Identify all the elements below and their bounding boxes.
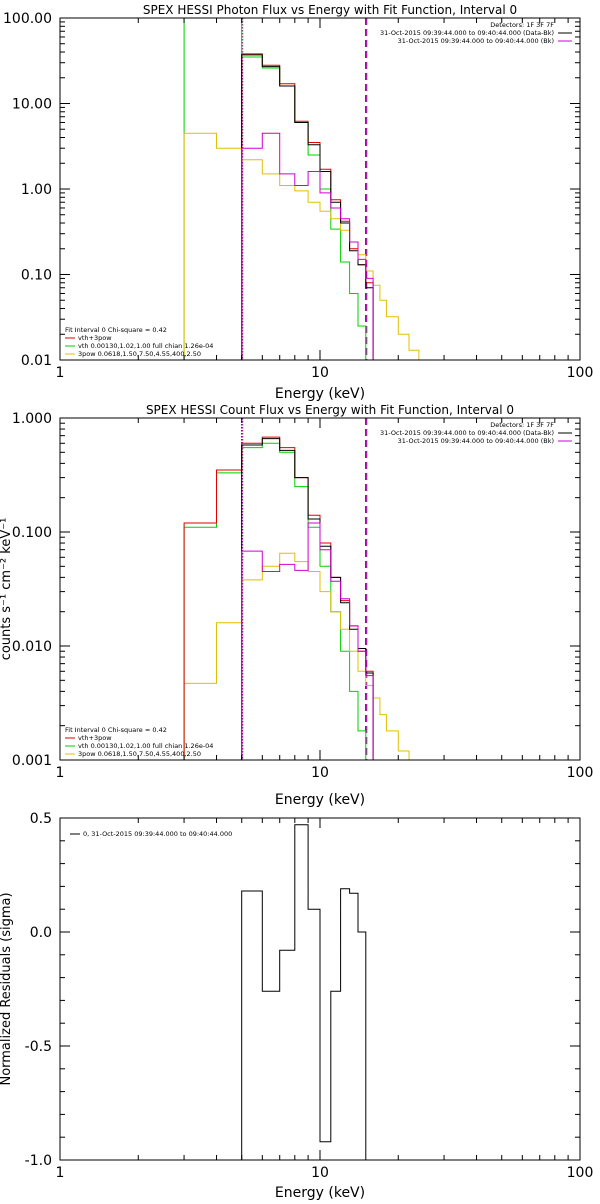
legend-entry: vth+3pow — [78, 734, 112, 742]
y-tick-label: 0.0 — [30, 925, 52, 941]
photon-flux-panel: SPEX HESSI Photon Flux vs Energy with Fi… — [3, 3, 593, 402]
plot-marks — [183, 418, 419, 761]
y-tick-label: -0.5 — [25, 1039, 52, 1055]
x-axis-label: Energy (keV) — [275, 792, 365, 808]
legend-entry: 31-Oct-2015 09:39:44.000 to 09:40:44.000… — [398, 437, 554, 445]
axis-ticks: 1 10 100 0.001 0.010 0.100 1.000 — [12, 411, 593, 781]
legend-left: Fit Interval 0 Chi-square = 0.42vth+3pow… — [65, 726, 213, 758]
series-step-line — [241, 522, 374, 760]
legend-entry: 3pow 0.0618,1.50,7.50,4.55,400,2.50 — [78, 750, 201, 758]
x-tick-label: 10 — [311, 1165, 329, 1181]
series-step-line — [183, 17, 374, 361]
axis-ticks: 1 10 100 -1.0 -0.5 0.0 0.5 — [25, 811, 594, 1181]
y-tick-label: 10.00 — [12, 97, 52, 113]
y-tick-label: 0.01 — [21, 353, 52, 369]
y-axis-label: counts s⁻¹ cm⁻² keV⁻¹ — [0, 518, 14, 661]
legend-entry: vth 0.00130,1.02,1.00 full chian 1.26e-0… — [78, 342, 213, 350]
y-tick-label: 0.5 — [30, 811, 52, 827]
x-tick-label: 100 — [567, 765, 594, 781]
y-axis-label: Normalized Residuals (sigma) — [0, 892, 14, 1085]
series-step-line — [183, 132, 420, 360]
y-tick-label: -1.0 — [25, 1153, 52, 1169]
axis-ticks: 1 10 100 0.01 0.10 1.00 10.00 100.00 — [3, 11, 593, 381]
series-step-line — [241, 53, 374, 360]
series-step-line — [241, 54, 374, 360]
x-tick-label: 1 — [56, 365, 65, 381]
legend-entry: 3pow 0.0618,1.50,7.50,4.55,400,2.50 — [78, 350, 201, 358]
x-tick-label: 100 — [567, 365, 594, 381]
y-tick-label: 0.10 — [21, 268, 52, 284]
series-step-line — [241, 132, 374, 360]
x-axis-label: Energy (keV) — [275, 1185, 365, 1200]
legend: 0, 31-Oct-2015 09:39:44.000 to 09:40:44.… — [70, 830, 232, 838]
series-step-line — [241, 438, 374, 760]
panel-title: SPEX HESSI Photon Flux vs Energy with Fi… — [143, 3, 517, 17]
panel-title: SPEX HESSI Count Flux vs Energy with Fit… — [146, 403, 514, 417]
legend-left: Fit Interval 0 Chi-square = 0.42vth+3pow… — [65, 326, 213, 358]
legend-entry: vth+3pow — [78, 334, 112, 342]
legend-entry: Fit Interval 0 Chi-square = 0.42 — [65, 326, 167, 334]
legend-entry: vth 0.00130,1.02,1.00 full chian 1.26e-0… — [78, 742, 213, 750]
legend-entry: 31-Oct-2015 09:39:44.000 to 09:40:44.000… — [380, 29, 554, 37]
y-tick-label: 1.000 — [12, 411, 52, 427]
y-tick-label: 1.00 — [21, 182, 52, 198]
x-tick-label: 1 — [56, 765, 65, 781]
legend-entry: 31-Oct-2015 09:39:44.000 to 09:40:44.000… — [398, 37, 554, 45]
x-axis-label: Energy (keV) — [275, 386, 365, 402]
x-tick-label: 100 — [567, 1165, 594, 1181]
y-tick-label: 0.010 — [12, 639, 52, 655]
count-flux-panel: SPEX HESSI Count Flux vs Energy with Fit… — [0, 403, 593, 808]
plot-marks — [241, 824, 367, 1160]
y-tick-label: 0.001 — [12, 753, 52, 769]
y-tick-label: 100.00 — [3, 11, 52, 27]
legend-entry: Fit Interval 0 Chi-square = 0.42 — [65, 726, 167, 734]
x-tick-label: 10 — [311, 365, 329, 381]
series-step-line — [241, 824, 367, 1160]
legend-entry: Detectors: 1F 3F 7F — [490, 21, 554, 29]
x-tick-label: 10 — [311, 765, 329, 781]
residuals-panel: 1 10 100 -1.0 -0.5 0.0 0.5 Energy (keV) Normal… — [0, 811, 594, 1201]
series-step-line — [183, 442, 374, 761]
x-tick-label: 1 — [56, 1165, 65, 1181]
legend-entry: Detectors: 1F 3F 7F — [490, 421, 554, 429]
legend-entry: 31-Oct-2015 09:39:44.000 to 09:40:44.000… — [380, 429, 554, 437]
y-tick-label: 0.100 — [12, 525, 52, 541]
legend-entry: 0, 31-Oct-2015 09:39:44.000 to 09:40:44.… — [83, 830, 232, 838]
series-step-line — [183, 552, 419, 761]
plot-marks — [183, 17, 420, 361]
